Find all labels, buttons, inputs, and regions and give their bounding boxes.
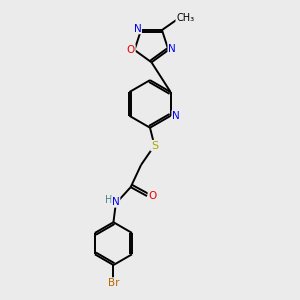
Text: N: N (168, 44, 176, 53)
Text: H: H (105, 195, 112, 205)
Text: Br: Br (108, 278, 119, 288)
Text: N: N (172, 111, 180, 121)
Text: S: S (151, 140, 158, 151)
Text: O: O (127, 45, 135, 55)
Text: N: N (112, 197, 120, 207)
Text: O: O (148, 191, 157, 201)
Text: CH₃: CH₃ (176, 13, 194, 23)
Text: N: N (134, 24, 141, 34)
